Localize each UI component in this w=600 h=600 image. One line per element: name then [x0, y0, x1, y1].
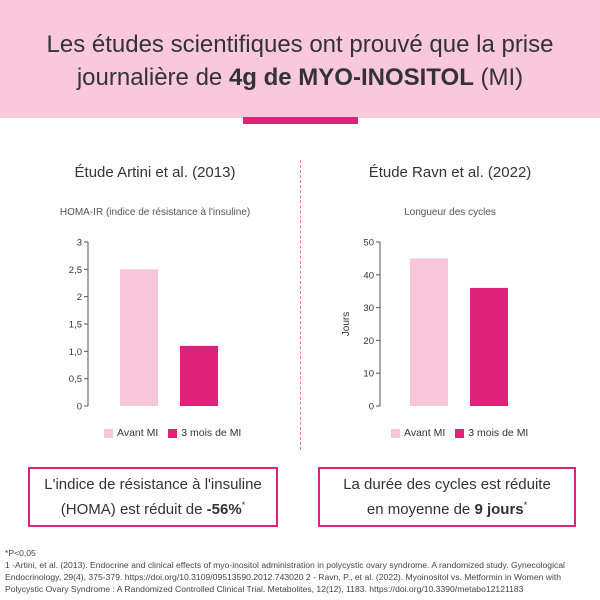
- y-tick-label: 1,5: [69, 320, 82, 331]
- title-line-1: Les études scientifiques ont prouvé que …: [46, 31, 554, 58]
- result-cycles-sup: *: [523, 500, 528, 510]
- result-homa-line1: L'indice de résistance à l'insuline: [44, 476, 262, 493]
- y-tick-label: 2,5: [69, 265, 82, 276]
- legend-item-before: Avant MI: [104, 427, 158, 439]
- y-tick-label: 2: [77, 292, 82, 303]
- y-tick-label: 0: [77, 402, 82, 413]
- title-line-2-bold: 4g de MYO-INOSITOL: [228, 64, 474, 91]
- result-cycles-line1: La durée des cycles est réduite: [343, 476, 551, 493]
- y-tick-label: 50: [363, 238, 374, 249]
- result-homa-value: -56%: [206, 501, 242, 518]
- chart-subtitle-cycles: Longueur des cycles: [404, 207, 496, 218]
- result-box-homa: L'indice de résistance à l'insuline (HOM…: [28, 467, 278, 527]
- y-tick-label: 0: [369, 402, 374, 413]
- study-title-artini: Étude Artini et al. (2013): [74, 164, 236, 181]
- legend-swatch-before: [391, 428, 400, 438]
- y-tick-label: 30: [363, 303, 374, 314]
- footnote-references: 1 -Artini, et al. (2013). Endocrine and …: [5, 560, 565, 594]
- footnote: *P<0,05 1 -Artini, et al. (2013). Endocr…: [5, 547, 595, 595]
- header-banner: Les études scientifiques ont prouvé que …: [0, 0, 600, 118]
- page-title: Les études scientifiques ont prouvé que …: [20, 28, 580, 94]
- bar-3-mois-mi: [180, 345, 218, 406]
- cycles-bar-chart: 0 10 20 30 40 50 Jours: [341, 238, 508, 413]
- legend-swatch-before: [104, 428, 113, 438]
- legend-homa: Avant MI 3 mois de MI: [104, 427, 251, 439]
- bar-avant-mi: [410, 258, 448, 406]
- study-title-ravn: Étude Ravn et al. (2022): [368, 164, 532, 181]
- y-tick-label: 0,5: [69, 374, 82, 385]
- legend-swatch-after: [455, 428, 465, 438]
- legend-label-after: 3 mois de MI: [468, 427, 529, 439]
- title-line-2-suffix: (MI): [473, 64, 524, 91]
- y-tick-label: 3: [77, 238, 82, 249]
- result-cycles-value: 9 jours: [474, 501, 524, 518]
- y-axis-title: Jours: [341, 312, 352, 336]
- bar-3-mois-mi: [470, 287, 508, 406]
- legend-item-after: 3 mois de MI: [455, 427, 528, 439]
- legend-label-before: Avant MI: [117, 427, 159, 439]
- chart-subtitle-homa: HOMA-IR (indice de résistance à l'insuli…: [59, 207, 251, 218]
- result-homa-sup: *: [241, 500, 246, 510]
- dashed-divider: [300, 160, 301, 450]
- legend-label-before: Avant MI: [404, 427, 446, 439]
- result-box-cycles: La durée des cycles est réduite en moyen…: [318, 467, 576, 527]
- footnote-significance: *P<0,05: [5, 548, 36, 558]
- result-homa-line2: (HOMA) est réduit de -56%*: [30, 495, 276, 520]
- title-line-2-prefix: journalière de: [76, 64, 229, 91]
- result-cycles-line2: en moyenne de 9 jours*: [320, 495, 574, 520]
- y-tick-label: 40: [363, 270, 374, 281]
- legend-item-before: Avant MI: [391, 427, 445, 439]
- bar-avant-mi: [120, 269, 158, 406]
- y-tick-label: 20: [363, 336, 374, 347]
- result-homa-prefix: (HOMA) est réduit de: [60, 501, 207, 518]
- homa-bar-chart: 0 0,5 1,0 1,5 2 2,5 3: [69, 238, 218, 413]
- result-cycles-prefix: en moyenne de: [366, 501, 475, 518]
- legend-item-after: 3 mois de MI: [168, 427, 241, 439]
- y-tick-label: 10: [363, 369, 374, 380]
- legend-label-after: 3 mois de MI: [181, 427, 242, 439]
- legend-cycles: Avant MI 3 mois de MI: [391, 427, 538, 439]
- accent-bar: [243, 117, 358, 124]
- legend-swatch-after: [168, 428, 178, 438]
- y-tick-label: 1,0: [69, 347, 82, 358]
